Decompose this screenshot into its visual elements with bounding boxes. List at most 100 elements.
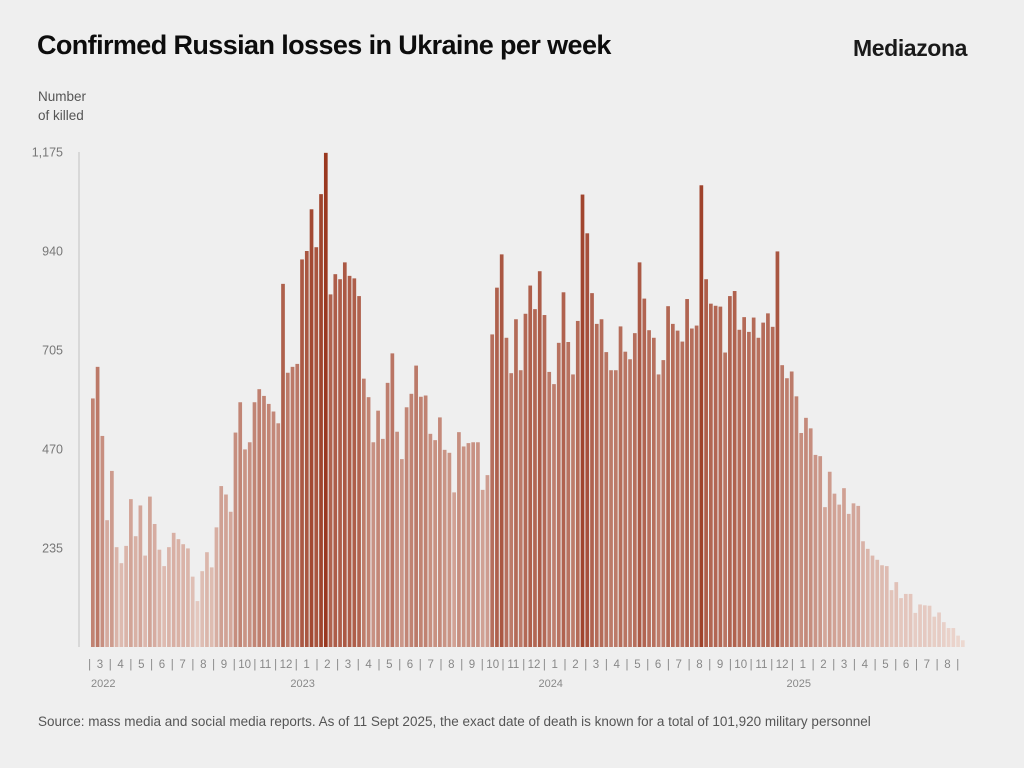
bar (333, 274, 338, 647)
month-label: 10 (734, 659, 747, 671)
bar (789, 371, 794, 647)
month-label: 7 (675, 659, 681, 671)
month-separator: | (419, 659, 422, 671)
month-separator: | (564, 659, 567, 671)
bar (319, 194, 323, 647)
bar (442, 449, 447, 647)
bar (756, 337, 761, 647)
bar (219, 486, 224, 647)
bar (604, 352, 609, 647)
bar (105, 520, 109, 647)
bar (766, 313, 770, 647)
month-label: 3 (97, 659, 103, 671)
bar (181, 544, 186, 647)
bar (808, 428, 813, 647)
bar (732, 291, 737, 647)
month-separator: | (543, 659, 546, 671)
bar (537, 271, 542, 647)
month-label: 9 (717, 659, 723, 671)
bar (171, 532, 176, 647)
bar (670, 323, 675, 647)
bar (514, 319, 518, 647)
bar (300, 259, 304, 647)
month-separator: | (812, 659, 815, 671)
bar (400, 459, 404, 647)
bar (575, 320, 580, 647)
month-label: 2 (324, 659, 330, 671)
bar (186, 548, 190, 647)
bar (148, 496, 152, 647)
bar (585, 233, 590, 647)
month-separator: | (522, 659, 525, 671)
bar (247, 442, 252, 647)
y-axis-label: Number of killed (38, 87, 86, 125)
bar (133, 536, 138, 647)
month-label: 7 (179, 659, 185, 671)
bar (423, 395, 428, 647)
month-separator: | (688, 659, 691, 671)
month-separator: | (894, 659, 897, 671)
month-separator: | (646, 659, 649, 671)
month-separator: | (791, 659, 794, 671)
bar (357, 296, 361, 647)
bar (785, 378, 789, 647)
bar (823, 507, 827, 647)
bar (209, 567, 214, 647)
bar (956, 635, 960, 647)
month-separator: | (316, 659, 319, 671)
bar (613, 370, 618, 647)
source-note: Source: mass media and social media repo… (38, 714, 871, 729)
month-label: 11 (507, 659, 519, 671)
bar (599, 319, 604, 647)
bar (937, 612, 941, 647)
bar (409, 393, 414, 647)
bar (761, 322, 766, 647)
bar (818, 456, 823, 647)
month-separator: | (357, 659, 360, 671)
month-label: 4 (365, 659, 372, 671)
bar (623, 351, 628, 647)
bar (238, 402, 243, 647)
month-separator: | (750, 659, 753, 671)
y-tick-label: 705 (42, 344, 63, 358)
month-label: 8 (944, 659, 950, 671)
bar (875, 559, 880, 647)
bar (837, 504, 842, 647)
month-label: 11 (259, 659, 271, 671)
bar (594, 323, 599, 647)
month-separator: | (667, 659, 670, 671)
bar (205, 552, 209, 647)
bar (114, 547, 119, 647)
month-label: 4 (613, 659, 620, 671)
bar (694, 325, 699, 647)
bar (851, 503, 856, 647)
bar (266, 403, 271, 647)
bar (366, 397, 371, 647)
bar (110, 470, 114, 647)
bar (385, 382, 390, 647)
chart-title: Confirmed Russian losses in Ukraine per … (37, 30, 611, 60)
bar (262, 395, 266, 647)
bar (224, 494, 228, 647)
bar (352, 278, 357, 647)
bar (129, 499, 133, 647)
month-separator: | (150, 659, 153, 671)
month-separator: | (212, 659, 215, 671)
bar (770, 326, 775, 647)
month-separator: | (936, 659, 939, 671)
y-tick-label: 940 (42, 245, 63, 259)
month-label: 9 (469, 659, 475, 671)
bar (566, 342, 571, 647)
bar (485, 475, 490, 647)
month-separator: | (584, 659, 587, 671)
bar (747, 331, 751, 647)
bar (946, 628, 951, 647)
month-separator: | (295, 659, 298, 671)
bar (466, 443, 471, 647)
month-label: 6 (903, 659, 909, 671)
bar (680, 341, 685, 647)
bar (618, 326, 623, 647)
month-label: 5 (386, 659, 392, 671)
bar (390, 353, 395, 647)
bar (889, 590, 894, 647)
